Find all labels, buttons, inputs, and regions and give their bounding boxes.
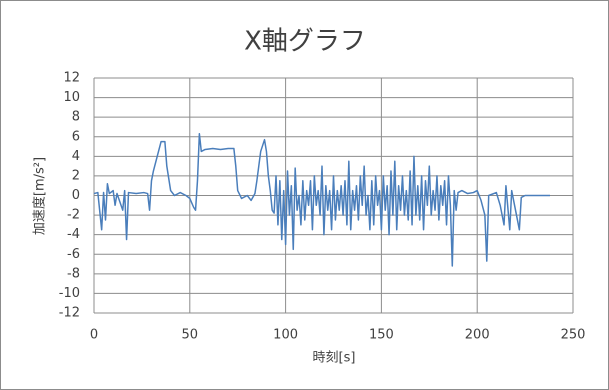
- x-tick-label: 100: [273, 328, 298, 343]
- y-axis-label: 加速度[m/s²]: [32, 157, 48, 235]
- y-tick-label: 10: [63, 90, 80, 105]
- chart-title: X軸グラフ: [244, 27, 366, 57]
- y-tick-label: -4: [67, 227, 80, 242]
- y-tick-label: 4: [72, 149, 80, 164]
- y-tick-label: 6: [72, 129, 80, 144]
- y-tick-label: -2: [67, 208, 80, 223]
- x-tick-label: 200: [465, 328, 490, 343]
- y-tick-label: 12: [63, 71, 80, 86]
- x-axis-label: 時刻[s]: [313, 351, 356, 366]
- x-tick-label: 250: [561, 328, 586, 343]
- data-line: [93, 133, 551, 267]
- y-tick-label: 2: [72, 168, 80, 183]
- y-tick-label: -8: [67, 266, 80, 281]
- x-tick-label: 0: [90, 328, 98, 343]
- y-tick-label: 8: [72, 110, 80, 125]
- y-tick-label: 0: [72, 188, 80, 203]
- x-tick-label: 50: [182, 328, 199, 343]
- y-tick-label: -6: [67, 247, 80, 262]
- x-tick-label: 150: [369, 328, 394, 343]
- y-tick-label: -12: [59, 306, 80, 321]
- y-tick-label: -10: [59, 286, 80, 301]
